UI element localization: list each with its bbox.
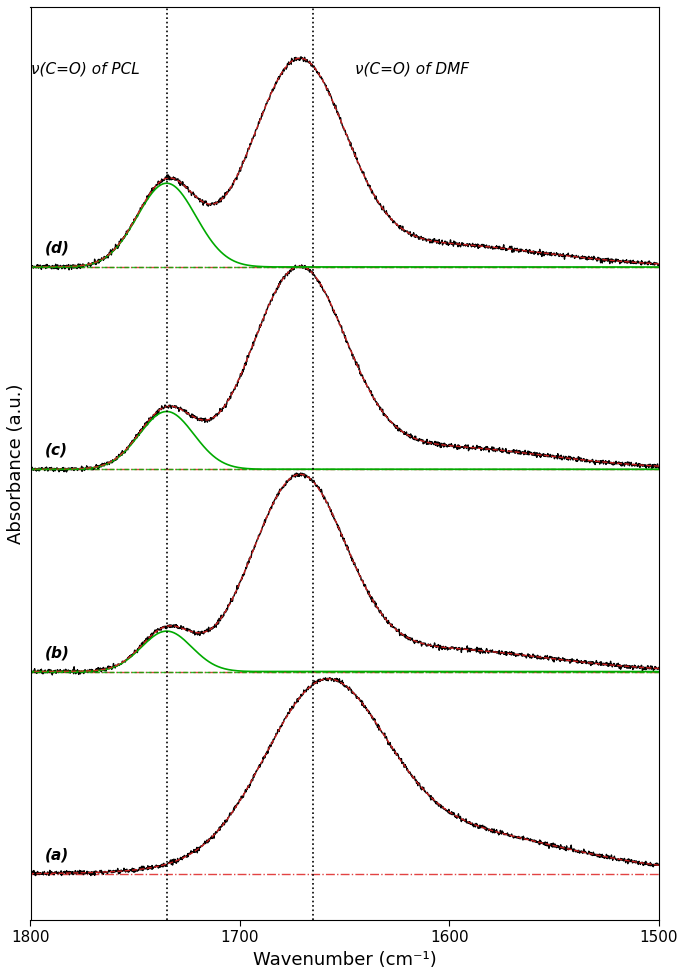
Text: (c): (c) [45, 443, 68, 458]
Text: (d): (d) [45, 240, 70, 256]
X-axis label: Wavenumber (cm⁻¹): Wavenumber (cm⁻¹) [253, 951, 436, 969]
Text: ν(C=O) of PCL: ν(C=O) of PCL [31, 61, 139, 76]
Text: (a): (a) [45, 847, 69, 862]
Text: ν(C=O) of DMF: ν(C=O) of DMF [355, 61, 469, 76]
Text: (b): (b) [45, 645, 70, 660]
Y-axis label: Absorbance (a.u.): Absorbance (a.u.) [7, 384, 25, 544]
